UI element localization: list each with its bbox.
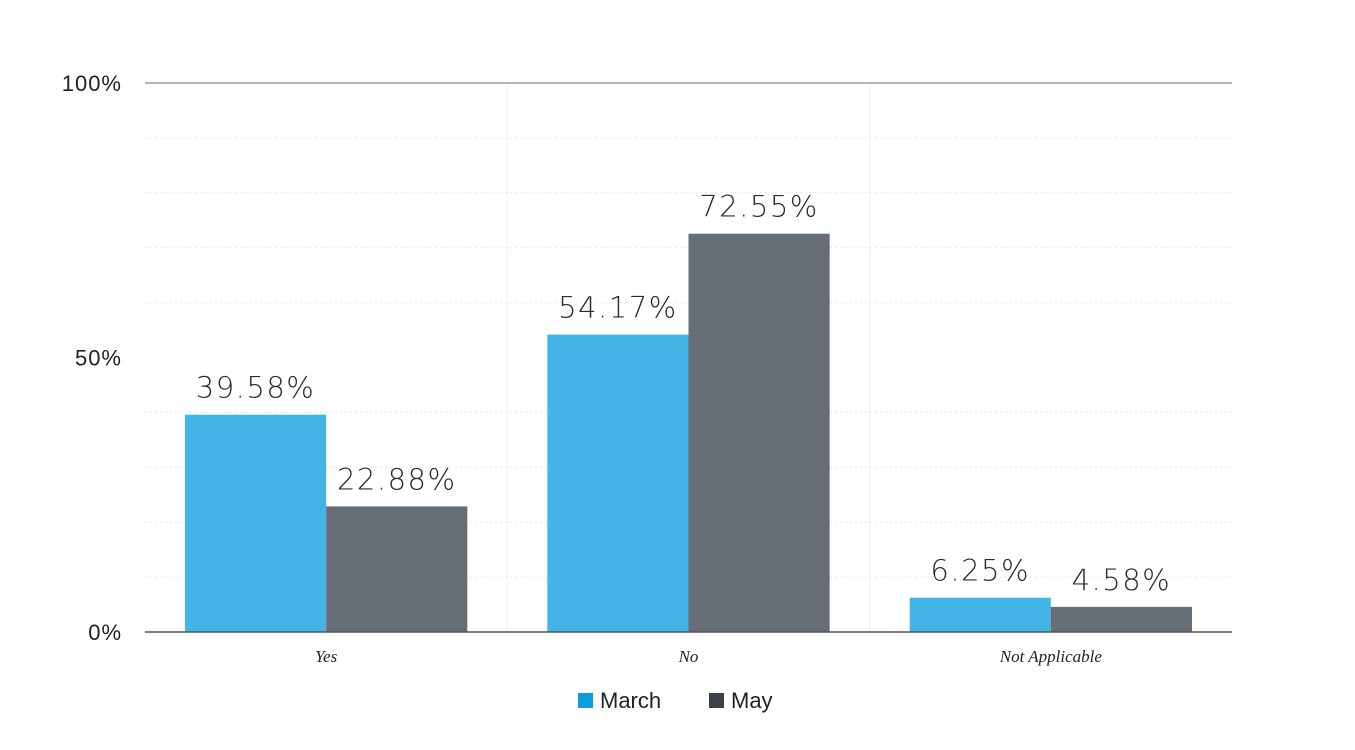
legend: March May: [578, 688, 773, 713]
data-label: 72.55%: [699, 190, 819, 224]
x-category-label: No: [678, 647, 699, 666]
y-tick-label: 50%: [75, 346, 122, 371]
bars-layer: [185, 233, 1192, 632]
bar-may-no: [688, 233, 830, 632]
y-tick-label: 100%: [62, 71, 122, 96]
legend-label-may: May: [731, 688, 773, 713]
bar-may-not-applicable: [1050, 606, 1192, 632]
legend-swatch-march: [578, 693, 593, 708]
bar-march-yes: [185, 414, 327, 632]
data-label: 6.25%: [930, 554, 1030, 588]
data-label: 39.58%: [196, 371, 316, 405]
data-label: 22.88%: [337, 462, 457, 496]
bar-march-not-applicable: [909, 597, 1051, 632]
y-tick-label: 0%: [88, 620, 122, 645]
axis-layer: [145, 82, 1232, 633]
labels-layer: 0% 50% 100% 39.58% 22.88% Yes 54.17% 72.55% No 6.…: [62, 71, 1172, 666]
bar-may-yes: [326, 506, 468, 632]
legend-label-march: March: [600, 688, 661, 713]
x-category-label: Yes: [315, 647, 337, 666]
bar-march-no: [547, 334, 689, 632]
data-label: 4.58%: [1072, 563, 1172, 597]
x-category-label: Not Applicable: [999, 647, 1103, 666]
legend-swatch-may: [709, 693, 724, 708]
data-label: 54.17%: [558, 291, 678, 325]
